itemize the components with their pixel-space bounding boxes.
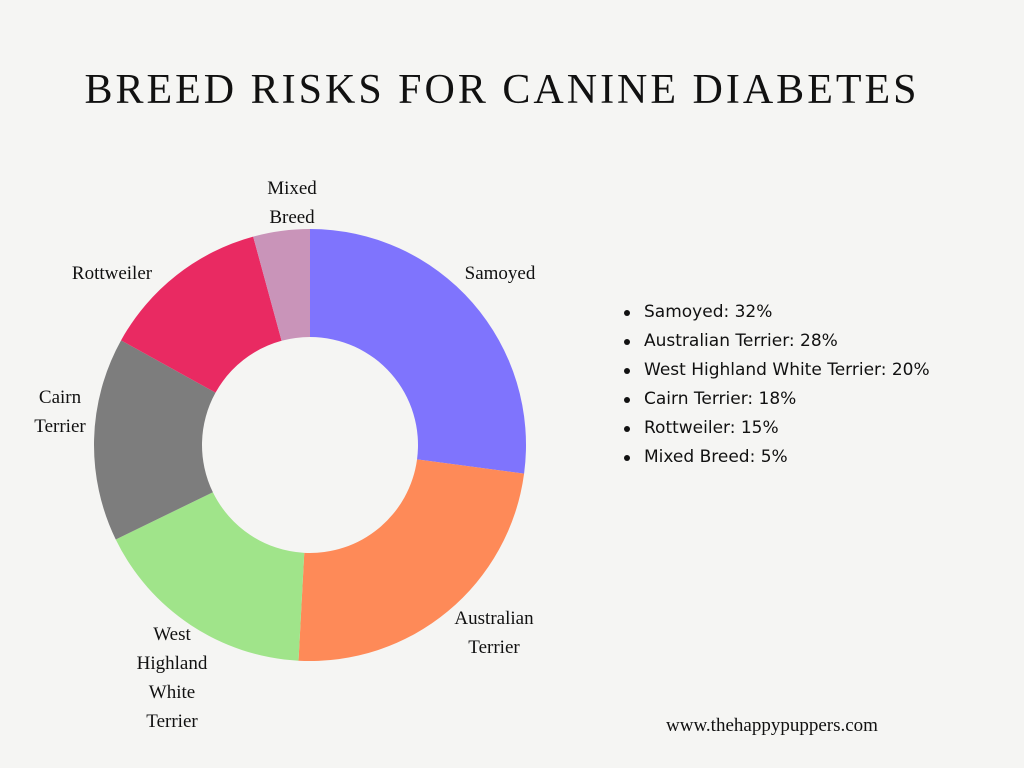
legend-item: West Highland White Terrier: 20% xyxy=(622,356,930,385)
slice-rottweiler xyxy=(121,236,282,393)
legend-item: Rottweiler: 15% xyxy=(622,414,930,443)
slice-label-cairn-terrier: Cairn Terrier xyxy=(34,387,86,437)
legend-item: Cairn Terrier: 18% xyxy=(622,385,930,414)
slice-label-west-highland-white-terrier: West Highland White Terrier xyxy=(136,624,208,732)
slice-mixed-breed xyxy=(253,229,310,341)
slice-cairn-terrier xyxy=(94,340,216,540)
legend-item: Mixed Breed: 5% xyxy=(622,443,930,472)
legend: Samoyed: 32% Australian Terrier: 28% Wes… xyxy=(622,298,930,472)
slice-west-highland-white-terrier xyxy=(115,492,305,661)
slice-australian-terrier xyxy=(298,459,525,661)
legend-item: Samoyed: 32% xyxy=(622,298,930,327)
slice-samoyed xyxy=(310,229,526,474)
legend-item: Australian Terrier: 28% xyxy=(622,327,930,356)
slice-label-rottweiler: Rottweiler xyxy=(71,263,153,284)
slice-label-australian-terrier: Australian Terrier xyxy=(454,608,534,658)
chart-title: BREED RISKS FOR CANINE DIABETES xyxy=(84,67,920,113)
slice-label-samoyed: Samoyed xyxy=(464,263,536,284)
website-url: www.thehappypuppers.com xyxy=(666,715,878,736)
slice-label-mixed-breed: Mixed Breed xyxy=(267,178,317,228)
